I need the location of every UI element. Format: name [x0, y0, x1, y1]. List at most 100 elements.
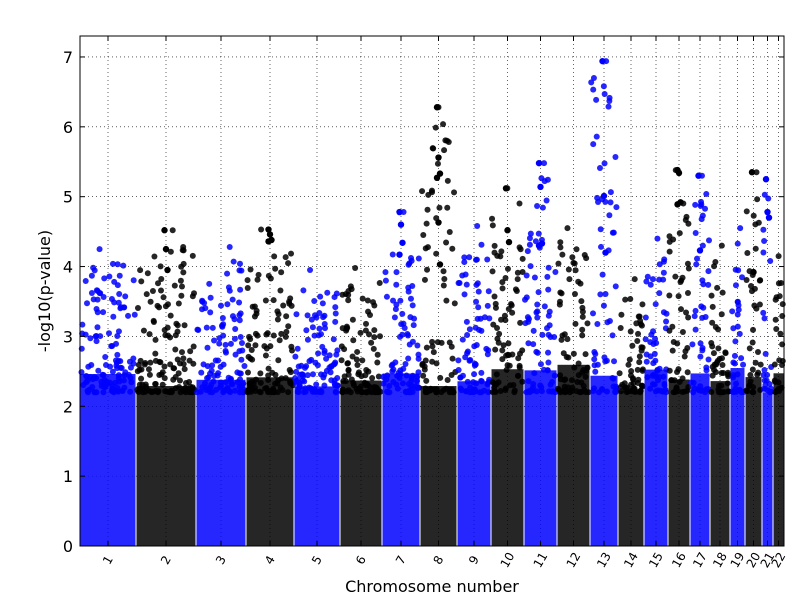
data-point — [763, 377, 770, 384]
data-point — [399, 380, 406, 387]
data-point — [604, 319, 611, 326]
data-point — [765, 195, 772, 202]
data-point — [101, 376, 108, 383]
chromosome-15-dense-band — [644, 369, 668, 546]
x-tick-label-chr-21: 21 — [758, 550, 778, 570]
peak-point — [775, 253, 782, 260]
data-point — [599, 271, 606, 278]
peak-point — [753, 169, 760, 176]
data-point — [405, 288, 412, 295]
data-point — [236, 260, 243, 267]
chromosome-11-points — [522, 160, 559, 546]
data-point — [718, 311, 725, 318]
data-point — [114, 351, 121, 358]
data-point — [217, 302, 224, 309]
data-point — [647, 339, 654, 346]
data-point — [647, 385, 654, 392]
data-point — [633, 388, 640, 395]
data-point — [182, 389, 189, 396]
data-point — [116, 272, 123, 279]
data-point — [499, 279, 506, 286]
data-point — [755, 219, 762, 226]
data-point — [302, 385, 309, 392]
data-point — [345, 366, 352, 373]
data-point — [739, 274, 746, 281]
data-point — [319, 300, 326, 307]
data-point — [219, 323, 226, 330]
data-point — [253, 307, 260, 314]
data-point — [618, 311, 625, 318]
data-point — [618, 388, 625, 395]
data-point — [359, 295, 366, 302]
y-tick-label: 0 — [63, 537, 73, 556]
data-point — [573, 246, 580, 253]
data-point — [261, 343, 268, 350]
x-tick-label-chr-5: 5 — [309, 553, 325, 567]
data-point — [332, 389, 339, 396]
data-point — [114, 261, 121, 268]
data-point — [544, 176, 551, 183]
data-point — [656, 374, 663, 381]
data-point — [531, 370, 538, 377]
data-point — [600, 302, 607, 309]
data-point — [753, 305, 760, 312]
data-point — [516, 364, 523, 371]
data-point — [152, 336, 159, 343]
data-point — [594, 194, 601, 201]
data-point — [746, 345, 753, 352]
data-point — [570, 350, 577, 357]
data-point — [457, 374, 464, 381]
data-point — [752, 359, 759, 366]
data-point — [519, 347, 526, 354]
data-point — [125, 312, 132, 319]
data-point — [97, 333, 104, 340]
highlight-point — [505, 238, 513, 246]
data-point — [276, 337, 283, 344]
data-point — [146, 371, 153, 378]
chromosome-20-dense-band — [745, 377, 762, 546]
data-point — [94, 287, 101, 294]
highlight-point — [436, 261, 444, 268]
highlight-point — [765, 214, 773, 221]
data-point — [270, 332, 277, 339]
data-point — [709, 372, 716, 379]
data-point — [564, 336, 571, 343]
data-point — [623, 385, 630, 392]
data-point — [523, 389, 530, 396]
peak-point — [352, 264, 359, 271]
data-point — [316, 325, 323, 332]
data-point — [173, 320, 180, 327]
data-point — [555, 260, 562, 267]
data-point — [675, 366, 682, 373]
data-point — [679, 388, 686, 395]
data-point — [565, 266, 572, 273]
chromosome-21-dense-band — [762, 392, 773, 546]
chromosome-8-points — [419, 104, 459, 546]
data-point — [203, 324, 210, 331]
data-point — [198, 369, 205, 376]
x-tick-label-chr-3: 3 — [213, 553, 229, 567]
data-point — [666, 248, 673, 255]
data-point — [661, 380, 668, 387]
data-point — [643, 358, 650, 365]
data-point — [137, 267, 144, 274]
data-point — [283, 328, 290, 335]
highlight-point — [695, 172, 702, 179]
data-point — [642, 336, 649, 343]
data-point — [80, 382, 87, 389]
data-point — [494, 325, 501, 332]
data-point — [527, 230, 534, 237]
data-point — [188, 389, 195, 396]
chromosome-14-dense-band — [618, 390, 644, 546]
data-point — [150, 319, 157, 326]
data-point — [315, 332, 322, 339]
data-point — [131, 311, 138, 318]
data-point — [563, 388, 570, 395]
data-point — [229, 296, 236, 303]
data-point — [429, 338, 436, 345]
data-point — [776, 357, 783, 364]
data-point — [270, 297, 277, 304]
data-point — [484, 351, 491, 358]
data-point — [178, 263, 185, 270]
data-point — [308, 356, 315, 363]
